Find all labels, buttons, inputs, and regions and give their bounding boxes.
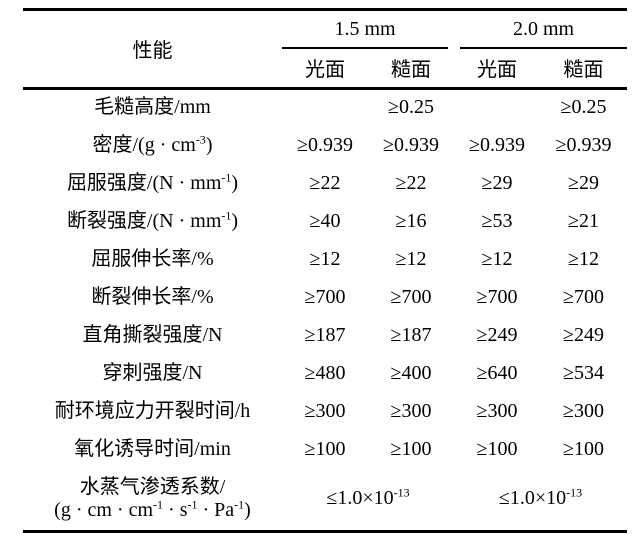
value-cell: ≥300 — [304, 399, 346, 422]
value-cell: ≥21 — [568, 209, 599, 232]
value-cell: ≥640 — [476, 361, 518, 384]
property-cell: 直角撕裂强度/N — [82, 323, 223, 346]
property-cell: 氧化诱导时间/min — [74, 437, 231, 460]
property-cell: 断裂伸长率/% — [91, 285, 214, 308]
material-properties-table: 性能 1.5 mm 2.0 mm 光面 糙面 光面 糙面 毛糙高度/mm ≥0.… — [23, 8, 627, 533]
property-cell: 屈服伸长率/% — [91, 247, 214, 270]
table-row-break-strength: 断裂强度/(N · mm-1) ≥40 ≥16 ≥53 ≥21 — [23, 202, 627, 240]
value-cell: ≥100 — [563, 437, 604, 460]
value-cell: ≥249 — [563, 323, 604, 346]
table-row-environmental-stress-crack-time: 耐环境应力开裂时间/h ≥300 ≥300 ≥300 ≥300 — [23, 392, 627, 430]
table-row-break-elongation: 断裂伸长率/% ≥700 ≥700 ≥700 ≥700 — [23, 278, 627, 316]
value-cell: ≥700 — [304, 285, 346, 308]
value-cell: ≥0.939 — [383, 133, 439, 156]
table-row-oxidation-induction-time: 氧化诱导时间/min ≥100 ≥100 ≥100 ≥100 — [23, 430, 627, 468]
property-cell: 毛糙高度/mm — [94, 96, 211, 119]
column-header-rough-1-5mm: 糙面 — [368, 49, 454, 90]
value-cell — [454, 88, 540, 126]
value-cell: ≥12 — [481, 247, 513, 270]
value-cell: ≥700 — [390, 285, 432, 308]
property-cell: 穿刺强度/N — [102, 361, 203, 384]
value-cell: ≥100 — [390, 437, 432, 460]
property-cell: 水蒸气渗透系数/(g · cm · cm-1 · s-1 · Pa-1) — [54, 475, 251, 521]
group-header-1-5mm: 1.5 mm — [282, 10, 454, 49]
column-header-smooth-2-0mm: 光面 — [454, 49, 540, 90]
column-header-rough-2-0mm: 糙面 — [540, 49, 627, 90]
value-cell: ≥400 — [390, 361, 432, 384]
group-label-1-5mm: 1.5 mm — [282, 11, 448, 49]
property-cell: 耐环境应力开裂时间/h — [54, 399, 251, 422]
value-cell: ≥300 — [476, 399, 518, 422]
value-cell: ≥16 — [395, 209, 427, 232]
value-cell: ≥534 — [563, 361, 604, 384]
value-cell: ≥53 — [481, 209, 513, 232]
group-header-2-0mm: 2.0 mm — [454, 10, 627, 49]
value-cell: ≥12 — [309, 247, 341, 270]
value-cell-merged: ≤1.0×10-13 — [326, 485, 410, 510]
table-row-right-angle-tear-strength: 直角撕裂强度/N ≥187 ≥187 ≥249 ≥249 — [23, 316, 627, 354]
table-row-density: 密度/(g · cm-3) ≥0.939 ≥0.939 ≥0.939 ≥0.93… — [23, 126, 627, 164]
table-row-yield-elongation: 屈服伸长率/% ≥12 ≥12 ≥12 ≥12 — [23, 240, 627, 278]
column-header-smooth-1-5mm: 光面 — [282, 49, 368, 90]
table-row-yield-strength: 屈服强度/(N · mm-1) ≥22 ≥22 ≥29 ≥29 — [23, 164, 627, 202]
table-row-roughness-height: 毛糙高度/mm ≥0.25 ≥0.25 — [23, 88, 627, 126]
property-cell: 屈服强度/(N · mm-1) — [66, 169, 239, 194]
property-column-header: 性能 — [23, 9, 282, 90]
value-cell: ≥29 — [568, 171, 599, 194]
value-cell: ≥22 — [395, 171, 427, 194]
value-cell: ≥40 — [309, 209, 341, 232]
value-cell: ≥187 — [304, 323, 346, 346]
property-cell: 断裂强度/(N · mm-1) — [66, 207, 239, 232]
value-cell: ≥0.939 — [297, 133, 353, 156]
value-cell: ≥100 — [304, 437, 346, 460]
value-cell: ≥187 — [390, 323, 432, 346]
value-cell: ≥0.939 — [555, 133, 612, 156]
value-cell: ≥700 — [476, 285, 518, 308]
value-cell: ≥22 — [309, 171, 341, 194]
value-cell: ≥300 — [390, 399, 432, 422]
table-row-water-vapor-permeability: 水蒸气渗透系数/(g · cm · cm-1 · s-1 · Pa-1) ≤1.… — [23, 468, 627, 531]
value-cell: ≥12 — [568, 247, 599, 270]
value-cell: ≥0.25 — [388, 96, 434, 119]
value-cell: ≥12 — [395, 247, 427, 270]
value-cell: ≥249 — [476, 323, 518, 346]
value-cell: ≥0.939 — [469, 133, 525, 156]
group-header-row: 性能 1.5 mm 2.0 mm — [23, 9, 627, 90]
value-cell: ≥480 — [304, 361, 346, 384]
table-row-puncture-strength: 穿刺强度/N ≥480 ≥400 ≥640 ≥534 — [23, 354, 627, 392]
value-cell: ≥0.25 — [560, 96, 607, 119]
value-cell: ≥100 — [476, 437, 518, 460]
value-cell-merged: ≤1.0×10-13 — [498, 485, 583, 510]
value-cell — [282, 88, 368, 126]
subcolumn-header-row: 光面 糙面 光面 糙面 — [23, 49, 627, 90]
property-cell: 密度/(g · cm-3) — [92, 131, 213, 156]
group-label-2-0mm: 2.0 mm — [460, 11, 627, 49]
value-cell: ≥29 — [481, 171, 513, 194]
value-cell: ≥700 — [563, 285, 604, 308]
value-cell: ≥300 — [563, 399, 604, 422]
